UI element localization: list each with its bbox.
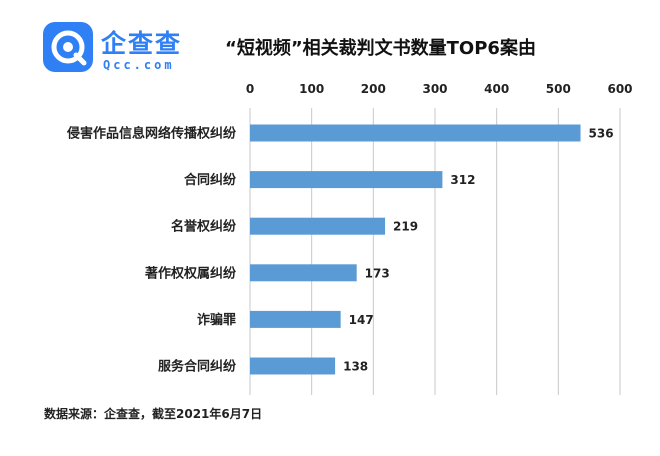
category-label: 名誉权纠纷 — [171, 219, 237, 235]
data-label: 312 — [450, 173, 475, 187]
data-label: 173 — [365, 266, 390, 280]
data-label: 219 — [393, 220, 418, 234]
brand-logo: 企查查 Qcc.com — [43, 20, 193, 80]
x-tick-label: 200 — [361, 82, 386, 96]
x-tick-label: 0 — [246, 82, 254, 96]
data-label: 138 — [343, 360, 368, 374]
data-label: 147 — [349, 313, 374, 327]
bar — [250, 357, 336, 375]
category-label: 服务合同纠纷 — [158, 359, 237, 375]
bar — [250, 310, 341, 328]
category-label: 著作权权属纠纷 — [144, 265, 237, 281]
chart-title: “短视频”相关裁判文书数量TOP6案由 — [225, 38, 536, 59]
category-label: 合同纠纷 — [184, 172, 237, 188]
data-source-note: 数据来源：企查查，截至2021年6月7日 — [44, 407, 263, 421]
bar — [250, 217, 386, 235]
bar — [250, 264, 357, 282]
x-tick-label: 100 — [299, 82, 324, 96]
data-label: 536 — [589, 127, 614, 141]
qcc-logo-icon — [43, 22, 93, 72]
brand-domain: Qcc.com — [103, 58, 175, 72]
x-tick-label: 400 — [484, 82, 509, 96]
bar — [250, 124, 581, 142]
x-tick-label: 500 — [546, 82, 571, 96]
bar — [250, 171, 443, 189]
category-label: 侵害作品信息网络传播权纠纷 — [66, 126, 237, 142]
x-tick-label: 300 — [422, 82, 447, 96]
x-tick-label: 600 — [607, 82, 632, 96]
brand-name: 企查查 — [101, 29, 183, 58]
category-label: 诈骗罪 — [197, 312, 236, 328]
